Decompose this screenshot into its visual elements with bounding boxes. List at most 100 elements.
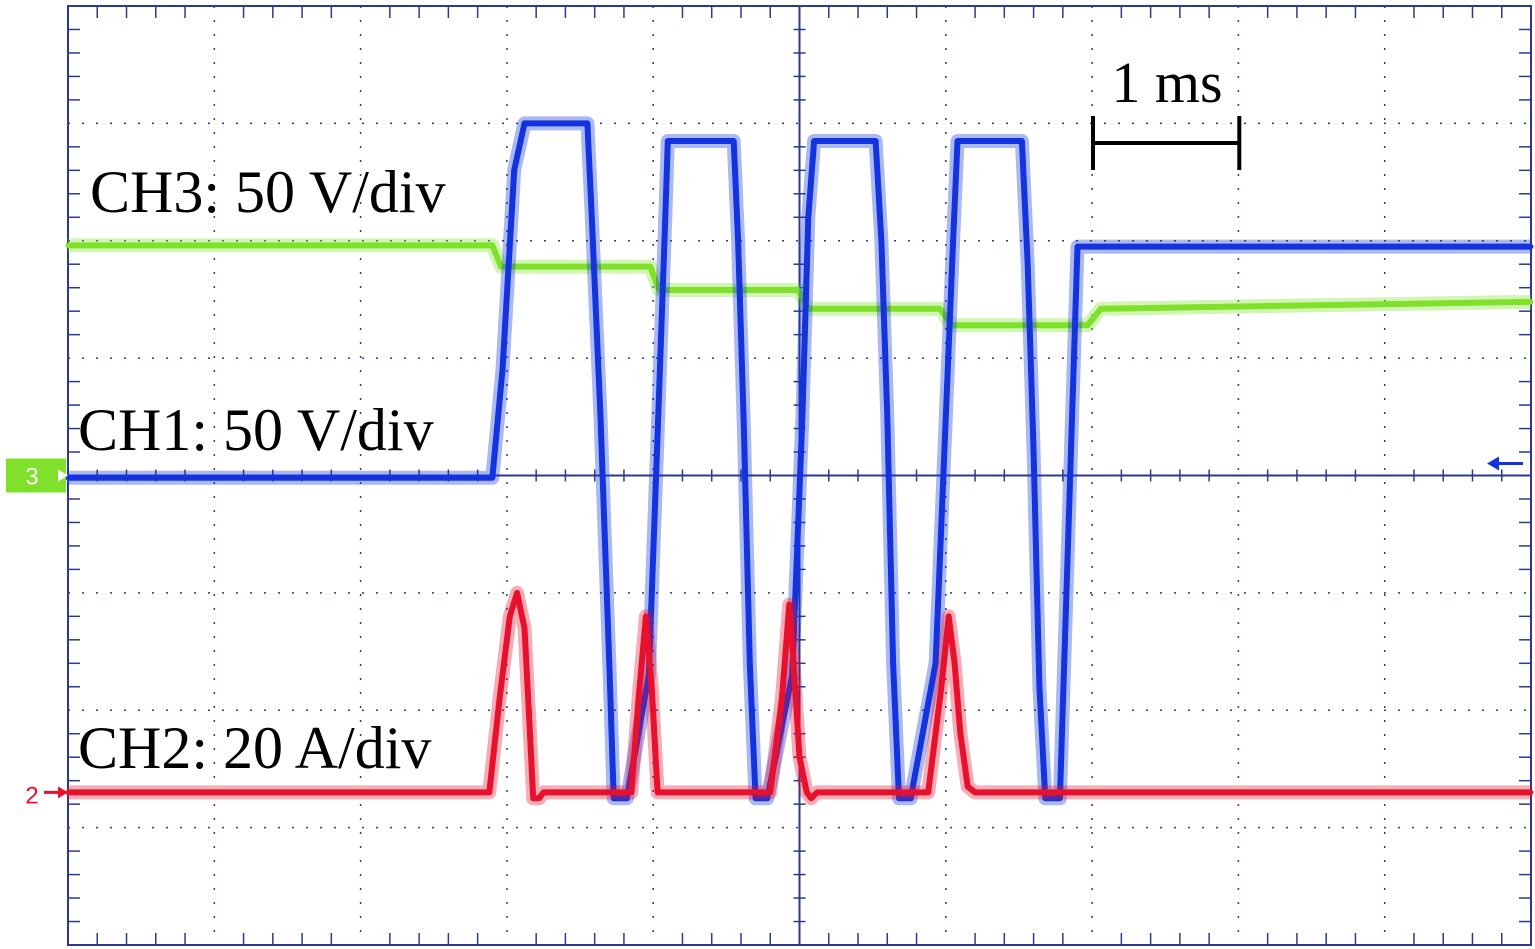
trigger-level-arrow bbox=[1487, 456, 1499, 471]
trace-point-1 bbox=[489, 475, 495, 481]
trace-point-1 bbox=[662, 226, 668, 232]
trace-point-1 bbox=[589, 214, 595, 220]
trace-point-2 bbox=[1528, 789, 1534, 795]
trace-point-2 bbox=[767, 789, 773, 795]
trace-point-2 bbox=[972, 789, 978, 795]
trace-point-1 bbox=[950, 238, 956, 244]
trace-point-2 bbox=[628, 789, 634, 795]
trace-point-2 bbox=[773, 742, 779, 748]
trace-point-2 bbox=[649, 684, 655, 690]
trace-point-1 bbox=[1057, 795, 1063, 801]
trace-point-0 bbox=[65, 242, 71, 248]
trace-point-2 bbox=[931, 742, 937, 748]
trace-point-2 bbox=[551, 789, 557, 795]
trace-point-1 bbox=[611, 795, 617, 801]
trace-point-2 bbox=[665, 789, 671, 795]
trace-point-2 bbox=[636, 696, 642, 702]
time-scale-label: 1 ms bbox=[1111, 50, 1222, 115]
trace-point-1 bbox=[878, 238, 884, 244]
trace-point-1 bbox=[799, 414, 805, 420]
trace-point-2 bbox=[514, 590, 520, 596]
trace-point-1 bbox=[584, 120, 590, 126]
trace-point-2 bbox=[925, 789, 931, 795]
trace-point-2 bbox=[530, 795, 536, 801]
trace-point-1 bbox=[598, 414, 604, 420]
trace-point-0 bbox=[1528, 299, 1534, 305]
trace-point-2 bbox=[938, 684, 944, 690]
channel-marker-badge bbox=[6, 458, 66, 493]
trace-point-2 bbox=[526, 707, 532, 713]
channel-label-group: CH3: 50 V/div CH1: 50 V/div CH2: 20 A/di… bbox=[78, 159, 446, 781]
channel-marker-text: 2 bbox=[25, 782, 38, 809]
trace-point-1 bbox=[530, 120, 536, 126]
trace-point-1 bbox=[65, 475, 71, 481]
trace-point-0 bbox=[1085, 322, 1091, 328]
channel-marker-text: 3 bbox=[25, 464, 38, 491]
trace-point-1 bbox=[873, 138, 879, 144]
trace-point-1 bbox=[511, 167, 517, 173]
trace-point-1 bbox=[1042, 795, 1048, 801]
trace-point-2 bbox=[643, 613, 649, 619]
trace-point-1 bbox=[500, 367, 506, 373]
trace-point-0 bbox=[795, 287, 801, 293]
trace-point-1 bbox=[811, 138, 817, 144]
trace-point-1 bbox=[943, 414, 949, 420]
trace-point-2 bbox=[818, 789, 824, 795]
time-scale-bar: 1 ms bbox=[1091, 50, 1242, 170]
trace-point-2 bbox=[952, 660, 958, 666]
trace-point-1 bbox=[1528, 244, 1534, 250]
trace-point-2 bbox=[804, 789, 810, 795]
trace-point-2 bbox=[814, 789, 820, 795]
trace-point-1 bbox=[805, 214, 811, 220]
trace-point-0 bbox=[489, 242, 495, 248]
trace-point-0 bbox=[498, 264, 504, 270]
trace-point-1 bbox=[1074, 244, 1080, 250]
trace-point-1 bbox=[896, 795, 902, 801]
trace-point-1 bbox=[890, 660, 896, 666]
trace-point-1 bbox=[735, 238, 741, 244]
trace-point-2 bbox=[659, 789, 665, 795]
trace-point-2 bbox=[486, 789, 492, 795]
trace-point-1 bbox=[665, 138, 671, 144]
trace-point-1 bbox=[1025, 261, 1031, 267]
trace-point-2 bbox=[797, 754, 802, 760]
channel-marker-arrow bbox=[58, 469, 68, 482]
trace-point-2 bbox=[946, 613, 952, 619]
trace-point-1 bbox=[933, 660, 939, 666]
trace-point-0 bbox=[1098, 306, 1104, 312]
trace-point-1 bbox=[753, 795, 759, 801]
trace-point-1 bbox=[1019, 138, 1025, 144]
trace-point-1 bbox=[731, 138, 737, 144]
trace-point-1 bbox=[606, 660, 612, 666]
trace-point-2 bbox=[786, 602, 792, 608]
channel-marker-arrow bbox=[58, 786, 68, 799]
trace-point-2 bbox=[521, 625, 527, 631]
trace-point-1 bbox=[1036, 684, 1042, 690]
series-label-ch1: CH1: 50 V/div bbox=[78, 397, 434, 463]
trace-point-1 bbox=[747, 660, 753, 666]
trace-point-2 bbox=[655, 789, 661, 795]
trace-point-2 bbox=[779, 696, 785, 702]
trace-point-1 bbox=[1031, 449, 1037, 455]
trace-point-2 bbox=[507, 613, 513, 619]
trace-point-0 bbox=[647, 264, 653, 270]
trace-point-1 bbox=[655, 431, 661, 437]
trace-point-1 bbox=[624, 795, 630, 801]
trace-point-1 bbox=[908, 795, 914, 801]
trace-point-2 bbox=[536, 795, 542, 801]
trace-point-2 bbox=[791, 660, 797, 666]
trace-point-2 bbox=[540, 789, 546, 795]
trace-point-1 bbox=[764, 795, 770, 801]
trace-point-2 bbox=[497, 696, 503, 702]
trace-point-1 bbox=[741, 426, 747, 432]
trace-point-1 bbox=[884, 414, 890, 420]
trace-point-2 bbox=[808, 795, 814, 801]
trace-point-2 bbox=[957, 731, 963, 737]
series-label-ch3: CH3: 50 V/div bbox=[90, 159, 446, 225]
trace-point-1 bbox=[955, 138, 961, 144]
trace-point-2 bbox=[965, 784, 971, 790]
trace-point-0 bbox=[937, 306, 943, 312]
trace-point-1 bbox=[521, 120, 527, 126]
trace-group bbox=[65, 116, 1534, 806]
